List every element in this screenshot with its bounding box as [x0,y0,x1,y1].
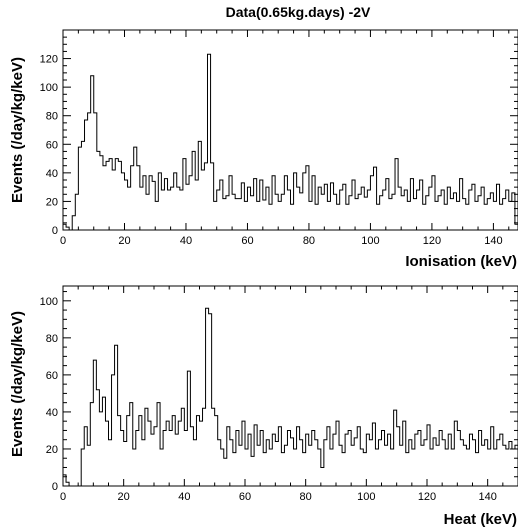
y-tick-label: 120 [40,54,58,66]
x-tick-label: 0 [60,235,66,247]
x-axis-label: Ionisation (keV) [405,253,517,270]
y-tick-label: 0 [52,225,58,237]
x-tick-label: 100 [357,491,375,503]
tick-labels: 0 20 40 60 80 100 120 140 0 20 40 60 80 100 120 [40,54,503,247]
y-tick-label: 0 [52,481,58,493]
x-tick-label: 20 [118,235,130,247]
x-tick-label: 0 [60,491,66,503]
y-tick-label: 60 [46,370,58,382]
x-tick-label: 140 [484,235,502,247]
x-tick-label: 20 [118,491,130,503]
ionisation-panel: 0 20 40 60 80 100 120 140 0 20 40 60 80 100 120 Ionisa… [9,29,518,270]
x-tick-label: 120 [423,235,441,247]
x-tick-label: 80 [300,491,312,503]
tick-marks [62,286,518,487]
plot-frame [62,285,518,487]
ionisation-histogram [62,53,518,231]
x-tick-label: 40 [180,235,192,247]
y-tick-label: 100 [40,82,58,94]
y-tick-label: 100 [40,296,58,308]
y-tick-label: 20 [46,196,58,208]
y-tick-label: 80 [46,111,58,123]
y-tick-label: 80 [46,333,58,345]
tick-marks [62,30,518,231]
x-tick-label: 140 [478,491,496,503]
heat-panel: 0 20 40 60 80 100 120 140 0 20 40 60 80 100 Heat (keV… [9,285,518,528]
x-tick-label: 40 [178,491,190,503]
x-tick-label: 120 [418,491,436,503]
tick-labels: 0 20 40 60 80 100 120 140 0 20 40 60 80 100 [40,296,497,503]
chart-title: Data(0.65kg.days) -2V [226,4,371,20]
y-tick-label: 20 [46,444,58,456]
x-tick-label: 80 [303,235,315,247]
y-axis-label: Events (/day/kg/keV) [9,311,26,457]
x-tick-label: 60 [241,235,253,247]
x-axis-label: Heat (keV) [444,511,517,528]
y-tick-label: 60 [46,139,58,151]
x-tick-label: 100 [361,235,379,247]
heat-histogram [62,307,518,487]
x-tick-label: 60 [239,491,251,503]
y-tick-label: 40 [46,168,58,180]
y-axis-label: Events (/day/kg/keV) [9,57,26,203]
y-tick-label: 40 [46,407,58,419]
